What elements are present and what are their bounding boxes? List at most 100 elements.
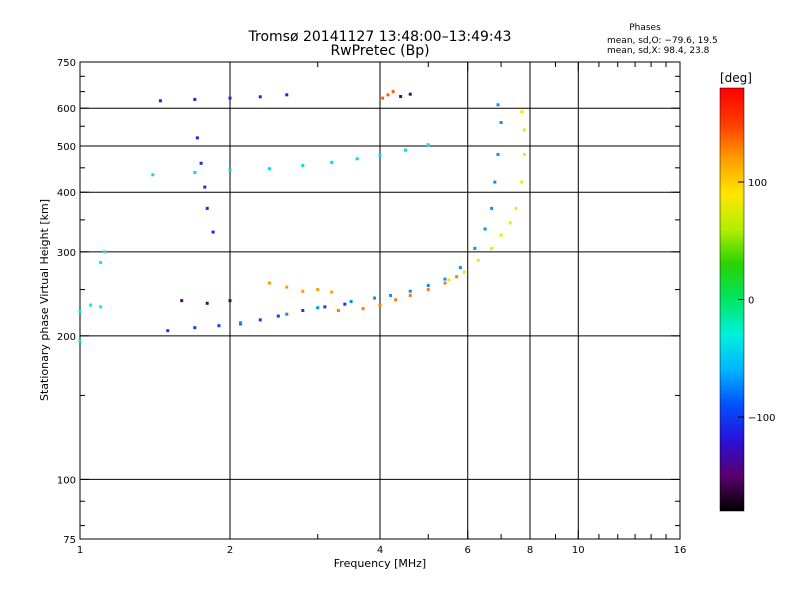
data-point <box>443 281 447 285</box>
data-point <box>89 303 93 307</box>
data-point <box>443 277 447 281</box>
y-tick-label: 750 <box>57 58 76 69</box>
data-point <box>239 321 243 325</box>
data-point <box>523 152 527 156</box>
y-tick-label: 600 <box>57 104 76 115</box>
y-tick-label: 400 <box>57 188 76 199</box>
data-point <box>228 168 232 172</box>
data-points <box>78 90 527 343</box>
data-point <box>330 290 334 294</box>
data-point <box>193 97 197 101</box>
y-tick-label: 75 <box>63 535 76 546</box>
colorbar-tick-label: −100 <box>748 413 775 424</box>
data-point <box>301 164 305 168</box>
data-point <box>211 230 215 234</box>
data-point <box>373 296 377 300</box>
data-point <box>193 170 197 174</box>
data-point <box>349 300 353 304</box>
data-point <box>514 206 518 210</box>
data-point <box>455 275 459 279</box>
data-point <box>205 301 209 305</box>
data-point <box>336 308 340 312</box>
data-point <box>458 266 462 270</box>
data-point <box>389 293 393 297</box>
data-point <box>378 153 382 157</box>
data-point <box>399 94 403 98</box>
data-point <box>330 160 334 164</box>
data-point <box>408 289 412 293</box>
colorbar-tick-label: 100 <box>748 178 767 189</box>
data-point <box>258 95 262 99</box>
data-point <box>361 307 365 311</box>
data-point <box>78 339 82 343</box>
data-point <box>228 96 232 100</box>
data-point <box>499 233 503 237</box>
data-point <box>462 270 466 274</box>
data-point <box>285 285 289 289</box>
data-point <box>490 246 494 250</box>
data-point <box>378 303 382 307</box>
data-point <box>408 92 412 96</box>
x-tick-label: 10 <box>572 545 585 556</box>
x-tick-label: 8 <box>527 545 533 556</box>
x-tick-label: 16 <box>674 545 687 556</box>
data-point <box>166 329 170 333</box>
data-point <box>394 298 398 302</box>
data-point <box>493 180 497 184</box>
data-point <box>473 246 477 250</box>
data-point <box>476 258 480 262</box>
data-point <box>217 324 221 328</box>
data-point <box>78 309 82 313</box>
data-point <box>267 167 271 171</box>
data-point <box>267 281 271 285</box>
data-point <box>520 110 524 114</box>
data-point <box>496 103 500 107</box>
colorbar: [deg] 100 0 −100 <box>719 71 775 512</box>
data-point <box>426 288 430 292</box>
x-tick-label: 6 <box>465 545 471 556</box>
chart-title: Tromsø 20141127 13:48:00–13:49:43 <box>248 29 512 45</box>
data-point <box>508 221 512 225</box>
data-point <box>193 326 197 330</box>
data-point <box>99 305 103 309</box>
data-point <box>447 278 451 282</box>
axis-ticks: 1 2 4 6 8 10 16 75 100 200 300 400 500 600 750 <box>57 58 686 556</box>
stats-o-line: mean, sd,O: −79.6, 19.5 <box>607 36 718 46</box>
data-point <box>499 121 503 125</box>
data-point <box>205 206 209 210</box>
data-point <box>258 318 262 322</box>
data-point <box>426 143 430 147</box>
data-point <box>99 260 103 264</box>
y-tick-label: 100 <box>57 475 76 486</box>
data-point <box>386 93 390 97</box>
data-point <box>316 306 320 310</box>
data-point <box>426 283 430 287</box>
data-point <box>203 185 207 189</box>
plot-area: 1 2 4 6 8 10 16 75 100 200 300 400 500 600 750 <box>57 58 686 556</box>
data-point <box>381 96 385 100</box>
y-tick-label: 200 <box>57 332 76 343</box>
colorbar-ticks: 100 0 −100 <box>738 178 775 424</box>
data-point <box>523 128 527 132</box>
x-tick-label: 1 <box>77 545 83 556</box>
y-tick-label: 300 <box>57 248 76 259</box>
data-point <box>520 180 524 184</box>
data-point <box>285 312 289 316</box>
data-point <box>285 93 289 97</box>
data-point <box>276 314 280 318</box>
y-tick-label: 500 <box>57 142 76 153</box>
data-point <box>158 99 162 103</box>
data-point <box>343 302 347 306</box>
x-tick-label: 4 <box>377 545 383 556</box>
data-point <box>180 299 184 303</box>
stats-x-line: mean, sd,X: 98.4, 23.8 <box>607 46 710 56</box>
x-axis-label: Frequency [MHz] <box>334 557 426 570</box>
data-point <box>408 293 412 297</box>
data-point <box>403 148 407 152</box>
data-point <box>355 157 359 161</box>
data-point <box>496 152 500 156</box>
data-point <box>301 289 305 293</box>
colorbar-label: [deg] <box>720 71 752 85</box>
data-point <box>228 299 232 303</box>
